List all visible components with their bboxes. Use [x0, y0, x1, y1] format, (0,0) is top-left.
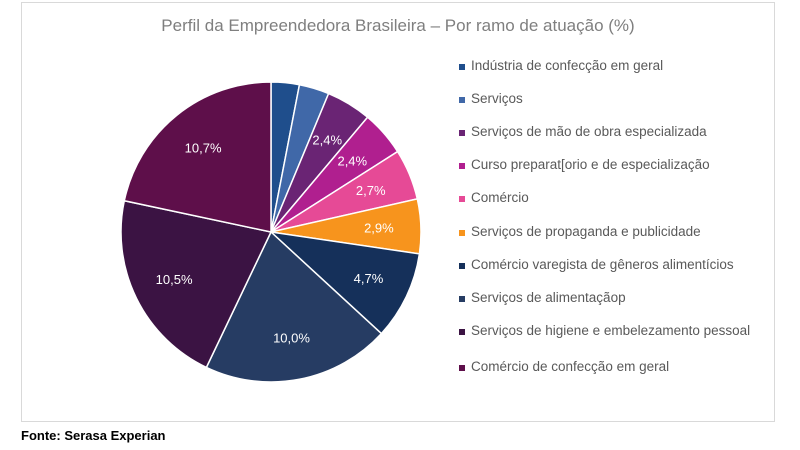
legend-label: Comércio [471, 190, 529, 205]
source-note: Fonte: Serasa Experian [21, 428, 166, 443]
chart-frame: Perfil da Empreendedora Brasileira – Por… [21, 2, 775, 422]
legend-swatch [459, 130, 465, 136]
pie-slice [205, 230, 383, 383]
legend-swatch [459, 64, 465, 70]
legend-label: Serviços [471, 91, 523, 106]
slice-label: 4,7% [354, 271, 384, 286]
legend-swatch [459, 97, 465, 103]
legend-swatch [459, 230, 465, 236]
legend-label: Serviços de alimentaçãop [471, 290, 626, 305]
pie-slice [123, 81, 272, 233]
slice-label: 2,4% [312, 132, 342, 147]
legend-swatch [459, 296, 465, 302]
legend-swatch [459, 163, 465, 169]
legend-label: Serviços de higiene e embelezamento pess… [471, 323, 751, 338]
slice-label: 2,4% [337, 153, 367, 168]
legend-label: Comércio de confecção em geral [471, 359, 670, 374]
slice-label: 10,5% [156, 272, 193, 287]
legend-label: Comércio varegista de gêneros alimentíci… [471, 257, 734, 272]
slice-label: 2,9% [364, 220, 394, 235]
legend-swatch [459, 329, 465, 335]
slice-label: 2,7% [356, 183, 386, 198]
legend-label: Curso preparat[orio e de especialização [471, 157, 710, 172]
legend-swatch [459, 365, 465, 371]
legend-swatch [459, 263, 465, 269]
pie-slice [268, 230, 421, 335]
legend-label: Serviços de propaganda e publicidade [471, 224, 701, 239]
pie-slice [120, 199, 273, 369]
legend-swatch [459, 196, 465, 202]
chart-title: Perfil da Empreendedora Brasileira – Por… [161, 16, 635, 35]
pie-chart: 2,4% 2,4% 2,7% 2,9% 4,7% 10,0% 10,5% 10,7% [120, 81, 422, 383]
legend-label: Indústria de confecção em geral [471, 58, 664, 73]
slice-label: 10,0% [273, 331, 310, 346]
slice-label: 10,7% [185, 141, 222, 156]
legend-label: Serviços de mão de obra especializada [471, 124, 707, 139]
